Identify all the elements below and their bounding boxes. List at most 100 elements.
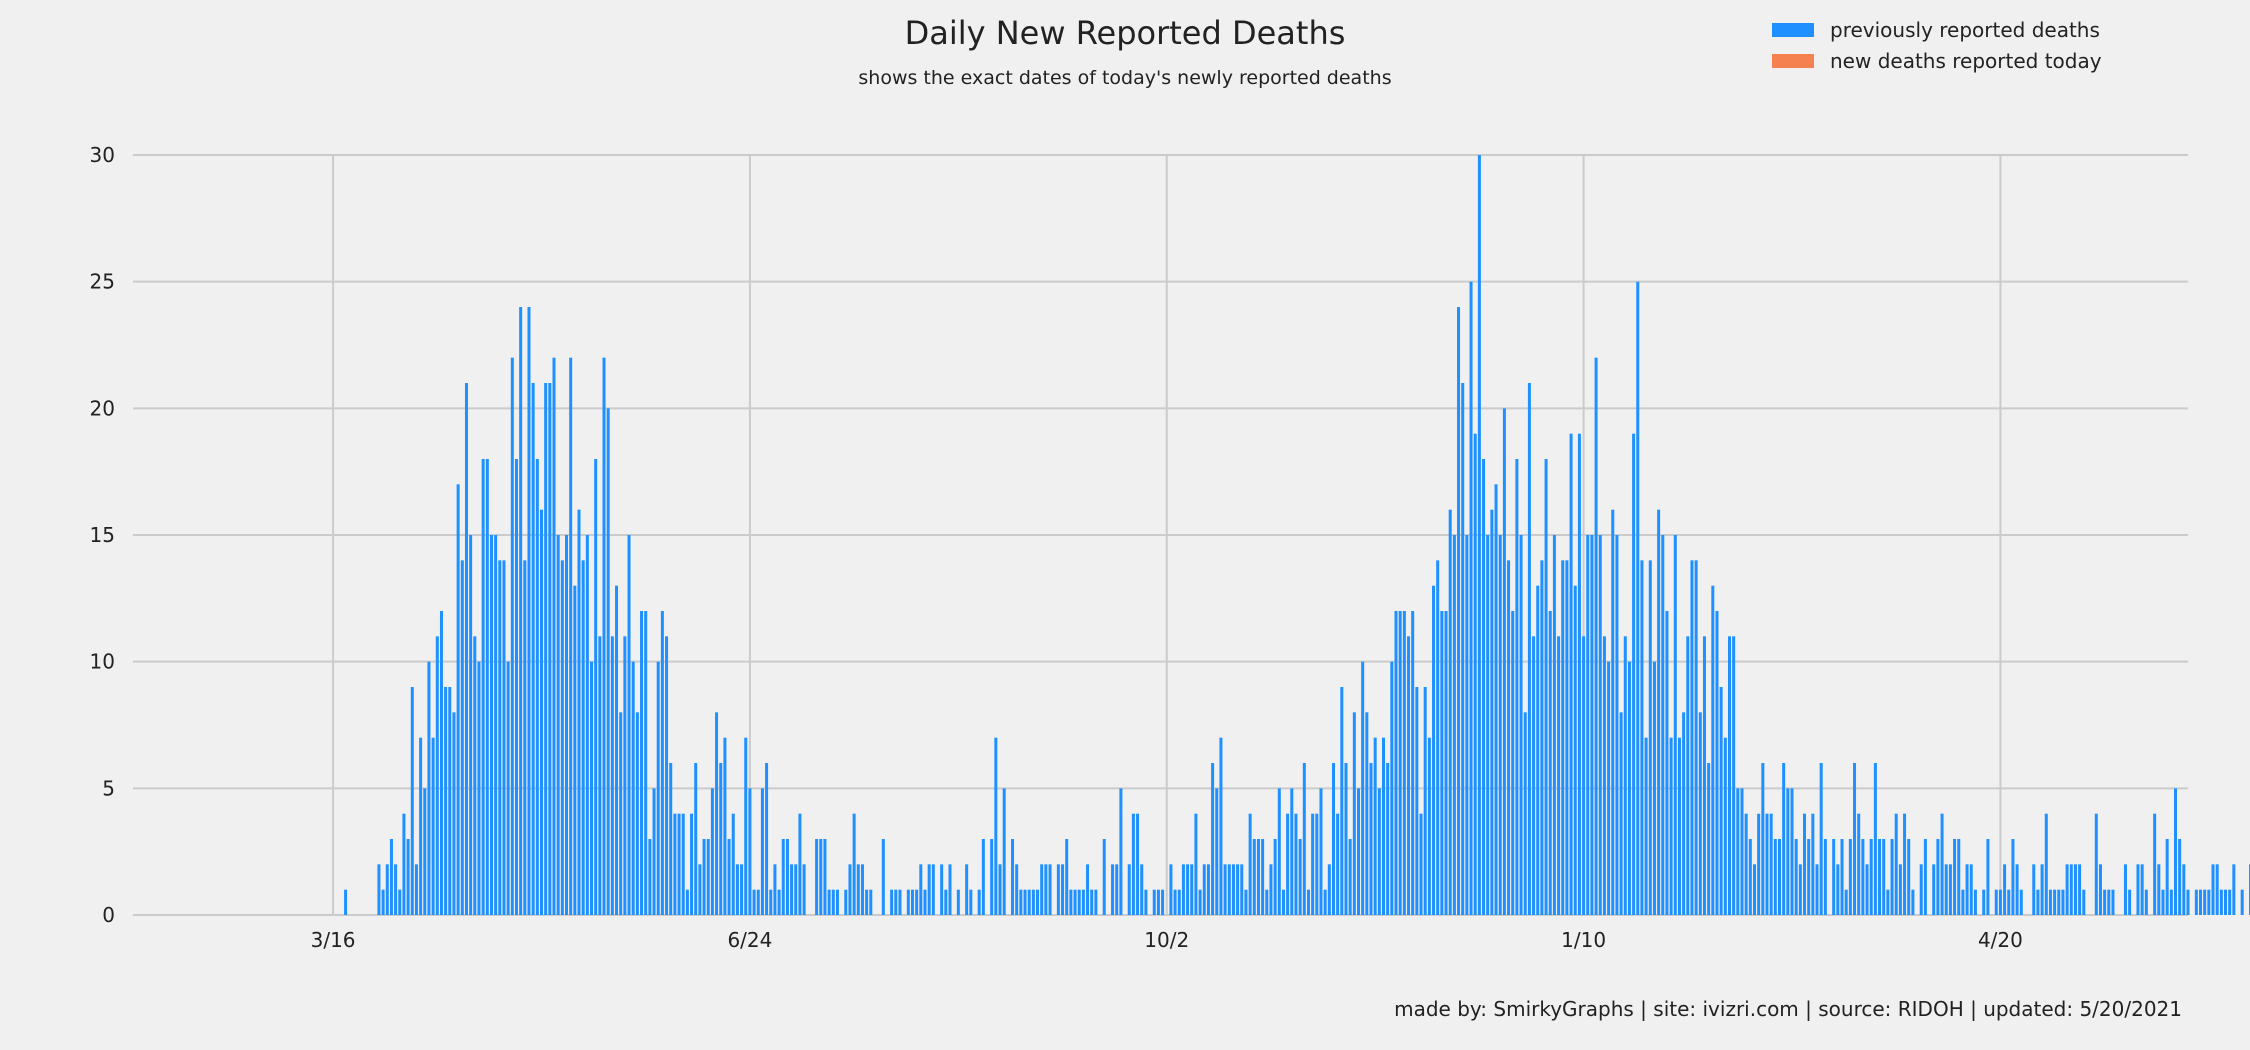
bar-previously-reported: [1890, 839, 1894, 915]
bar-previously-reported: [1027, 889, 1031, 915]
bar-previously-reported: [1686, 636, 1690, 915]
bar-previously-reported: [1065, 839, 1069, 915]
bar-previously-reported: [2153, 813, 2157, 915]
bar-previously-reported: [948, 864, 952, 915]
bar-previously-reported: [1227, 864, 1231, 915]
bar-previously-reported: [1507, 560, 1511, 915]
bar-previously-reported: [527, 307, 531, 915]
bar-previously-reported: [1552, 535, 1556, 915]
bar-previously-reported: [510, 357, 514, 915]
bar-previously-reported: [489, 535, 493, 915]
bar-previously-reported: [1277, 788, 1281, 915]
bar-previously-reported: [1382, 737, 1386, 915]
bar-previously-reported: [1886, 889, 1890, 915]
bar-previously-reported: [1627, 661, 1631, 915]
bar-previously-reported: [1865, 864, 1869, 915]
bar-previously-reported: [2048, 889, 2052, 915]
bar-previously-reported: [1502, 408, 1506, 915]
bar-previously-reported: [1573, 585, 1577, 915]
legend: previously reported deaths new deaths re…: [1772, 14, 2102, 76]
bar-previously-reported: [748, 788, 752, 915]
bar-previously-reported: [1286, 813, 1290, 915]
bar-previously-reported: [631, 661, 635, 915]
bar-previously-reported: [956, 889, 960, 915]
bar-previously-reported: [1040, 864, 1044, 915]
bar-previously-reported: [673, 813, 677, 915]
bar-previously-reported: [1448, 509, 1452, 915]
bar-previously-reported: [1998, 889, 2002, 915]
bar-previously-reported: [752, 889, 756, 915]
bar-previously-reported: [969, 889, 973, 915]
bar-previously-reported: [1415, 687, 1419, 915]
legend-label-previously-reported: previously reported deaths: [1830, 17, 2100, 42]
bar-previously-reported: [464, 383, 468, 915]
bar-previously-reported: [1427, 737, 1431, 915]
bar-previously-reported: [823, 839, 827, 915]
bar-previously-reported: [485, 459, 489, 915]
bar-previously-reported: [627, 535, 631, 915]
bar-previously-reported: [1861, 839, 1865, 915]
bar-previously-reported: [1248, 813, 1252, 915]
bar-previously-reported: [1002, 788, 1006, 915]
bar-previously-reported: [427, 661, 431, 915]
bar-previously-reported: [565, 535, 569, 915]
bar-previously-reported: [1778, 839, 1781, 915]
bar-previously-reported: [940, 864, 944, 915]
bar-previously-reported: [1073, 889, 1077, 915]
bar-previously-reported: [402, 813, 406, 915]
bar-previously-reported: [2065, 864, 2069, 915]
bar-previously-reported: [2069, 864, 2073, 915]
bar-previously-reported: [435, 636, 439, 915]
bar-previously-reported: [640, 611, 644, 915]
bar-previously-reported: [2061, 889, 2065, 915]
legend-label-new-today: new deaths reported today: [1830, 48, 2102, 73]
bar-previously-reported: [1619, 712, 1623, 915]
bar-previously-reported: [1119, 788, 1123, 915]
bar-previously-reported: [1252, 839, 1256, 915]
bar-previously-reported: [831, 889, 835, 915]
bar-previously-reported: [1898, 864, 1902, 915]
bar-previously-reported: [1161, 889, 1165, 915]
bar-previously-reported: [910, 889, 914, 915]
bar-previously-reported: [2019, 889, 2023, 915]
bar-previously-reported: [1457, 307, 1461, 915]
bar-previously-reported: [2082, 889, 2086, 915]
bar-previously-reported: [514, 459, 518, 915]
bar-previously-reported: [1256, 839, 1260, 915]
bar-previously-reported: [1265, 889, 1269, 915]
bar-previously-reported: [1144, 889, 1148, 915]
bar-previously-reported: [473, 636, 477, 915]
bar-previously-reported: [456, 484, 460, 915]
bar-previously-reported: [431, 737, 435, 915]
bar-previously-reported: [581, 560, 585, 915]
bar-previously-reported: [2178, 839, 2182, 915]
bar-previously-reported: [2203, 889, 2207, 915]
bar-previously-reported: [1390, 661, 1394, 915]
x-tick-label: 3/16: [311, 928, 356, 952]
bar-previously-reported: [1373, 737, 1377, 915]
bar-previously-reported: [544, 383, 548, 915]
bar-previously-reported: [602, 357, 606, 915]
bar-previously-reported: [523, 560, 527, 915]
bar-previously-reported: [1102, 839, 1106, 915]
bar-previously-reported: [1411, 611, 1415, 915]
bar-previously-reported: [777, 889, 781, 915]
legend-item-new-today: new deaths reported today: [1772, 45, 2102, 76]
bar-previously-reported: [1527, 383, 1531, 915]
bar-previously-reported: [2111, 889, 2115, 915]
bar-previously-reported: [598, 636, 602, 915]
bar-previously-reported: [1194, 813, 1198, 915]
bar-previously-reported: [1807, 839, 1811, 915]
bar-previously-reported: [556, 535, 560, 915]
bar-previously-reported: [844, 889, 848, 915]
bar-previously-reported: [1615, 535, 1619, 915]
bar-previously-reported: [1948, 864, 1952, 915]
bar-previously-reported: [1490, 509, 1494, 915]
bar-previously-reported: [1648, 560, 1652, 915]
bar-previously-reported: [731, 813, 735, 915]
bar-previously-reported: [585, 535, 589, 915]
bar-previously-reported: [890, 889, 894, 915]
bar-previously-reported: [702, 839, 706, 915]
bar-previously-reported: [881, 839, 885, 915]
bar-previously-reported: [1752, 864, 1756, 915]
